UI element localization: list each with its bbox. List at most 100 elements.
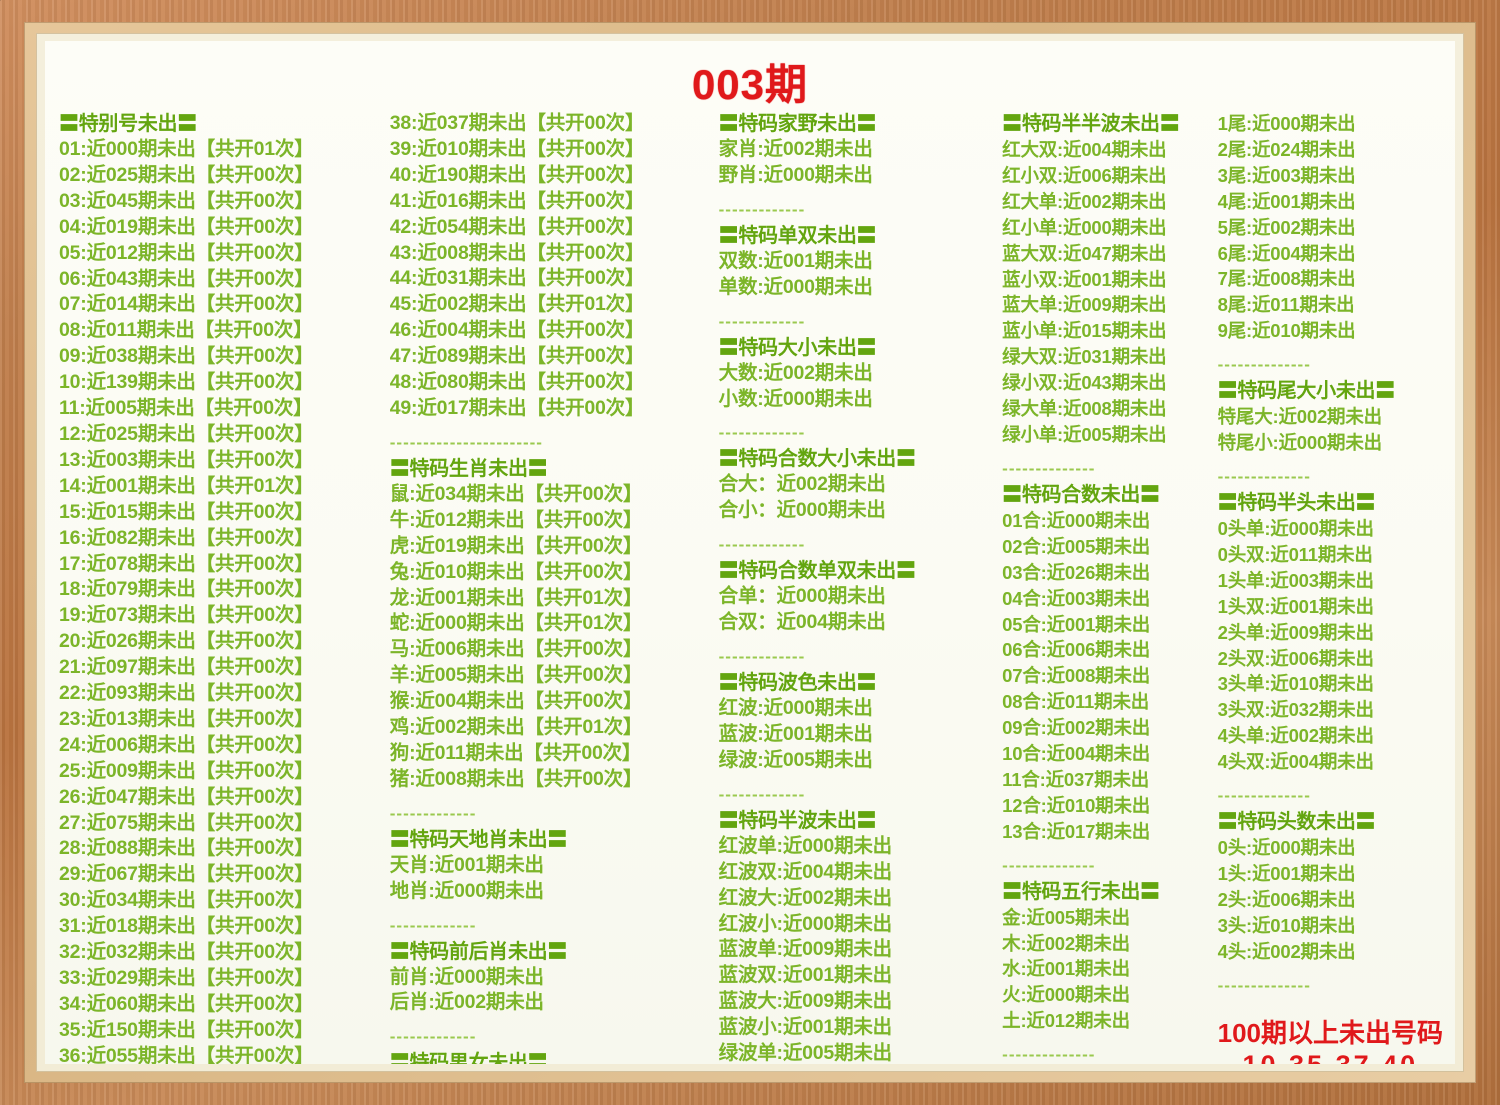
list-item: 10合:近004期未出 <box>1002 743 1151 765</box>
list-item: 01合:近000期未出 <box>1002 509 1151 531</box>
spacer <box>390 1016 719 1024</box>
spacer <box>719 636 1003 644</box>
list-item: 09:近038期未出【共开00次】 <box>59 345 314 368</box>
list-item: 3尾:近003期未出 <box>1217 164 1356 186</box>
list-item: 后肖:近002期未出 <box>389 991 544 1014</box>
list-item: 12:近025期未出【共开00次】 <box>59 422 314 445</box>
spacer <box>1002 448 1217 456</box>
divider: -------------- <box>1217 355 1311 375</box>
list-item: 蓝大双:近047期未出 <box>1002 242 1167 264</box>
list-item: 13:近003期未出【共开00次】 <box>59 448 314 471</box>
list-item: 红波单:近000期未出 <box>718 834 893 857</box>
list-item: 07合:近008期未出 <box>1002 665 1151 687</box>
list-item: 0头单:近000期未出 <box>1217 517 1374 539</box>
list-item: 07:近014期未出【共开00次】 <box>59 293 314 316</box>
missing-numbers-values: 10 35 37 40 <box>1218 1049 1443 1064</box>
list-item: 3头:近010期未出 <box>1217 914 1356 936</box>
list-item: 猪:近008期未出【共开00次】 <box>389 767 643 790</box>
list-item: 10:近139期未出【共开00次】 <box>59 371 314 394</box>
list-item: 41:近016期未出【共开00次】 <box>389 189 645 212</box>
spacer <box>390 422 719 430</box>
section-header-banbanbo: 〓特码半半波未出〓 <box>1002 113 1180 135</box>
divider: -------------- <box>1002 855 1096 875</box>
list-item: 2尾:近024期未出 <box>1217 138 1356 160</box>
column-tails-heads: 1尾:近000期未出 2尾:近024期未出 3尾:近003期未出 4尾:近001… <box>1218 111 1447 1064</box>
list-item: 24:近006期未出【共开00次】 <box>59 733 314 756</box>
list-item: 06:近043期未出【共开00次】 <box>59 267 314 290</box>
divider: ------------- <box>718 311 806 331</box>
section-header-qianhou: 〓特码前后肖未出〓 <box>389 940 568 963</box>
list-item: 34:近060期未出【共开00次】 <box>59 992 314 1015</box>
divider: ------------- <box>718 784 806 804</box>
list-item: 39:近010期未出【共开00次】 <box>389 137 645 160</box>
list-item: 27:近075期未出【共开00次】 <box>59 811 314 834</box>
divider: -------------- <box>1217 466 1311 486</box>
list-item: 蓝小单:近015期未出 <box>1002 320 1167 342</box>
list-item: 小数:近000期未出 <box>718 387 873 410</box>
list-item: 1头双:近001期未出 <box>1217 595 1374 617</box>
list-item: 11:近005期未出【共开00次】 <box>59 397 313 420</box>
divider: ----------------------- <box>389 432 543 452</box>
list-item: 红小单:近000期未出 <box>1002 216 1167 238</box>
divider: ------------- <box>718 423 806 443</box>
list-item: 23:近013期未出【共开00次】 <box>59 707 314 730</box>
list-item: 22:近093期未出【共开00次】 <box>59 682 314 705</box>
list-item: 15:近015期未出【共开00次】 <box>59 500 314 523</box>
list-item: 9尾:近010期未出 <box>1217 320 1356 342</box>
list-item: 18:近079期未出【共开00次】 <box>59 578 314 601</box>
list-item: 19:近073期未出【共开00次】 <box>59 604 314 627</box>
list-item: 蓝波大:近009期未出 <box>718 990 893 1013</box>
divider: ------------- <box>389 915 477 935</box>
list-item: 30:近034期未出【共开00次】 <box>59 889 314 912</box>
list-item: 35:近150期未出【共开00次】 <box>59 1018 314 1041</box>
list-item: 木:近002期未出 <box>1002 932 1130 954</box>
section-header-toushu: 〓特码头数未出〓 <box>1217 811 1376 834</box>
spacer <box>1218 965 1447 973</box>
column-halfwave-sum: 〓特码半半波未出〓 红大双:近004期未出 红小双:近006期未出 红大单:近0… <box>1002 111 1217 1064</box>
list-item: 红波大:近002期未出 <box>718 886 893 909</box>
list-item: 绿小单:近005期未出 <box>1002 423 1167 445</box>
list-item: 03合:近026期未出 <box>1002 561 1151 583</box>
list-item: 02:近025期未出【共开00次】 <box>59 163 314 186</box>
list-item: 2头:近006期未出 <box>1217 888 1356 910</box>
list-item: 25:近009期未出【共开00次】 <box>59 759 314 782</box>
list-item: 绿波:近005期未出 <box>718 748 873 771</box>
column-special-numbers: 〓特别号未出〓 01:近000期未出【共开01次】 02:近025期未出【共开0… <box>59 111 390 1064</box>
list-item: 5尾:近002期未出 <box>1217 216 1356 238</box>
list-item: 红小双:近006期未出 <box>1002 164 1167 186</box>
section-header-zodiac: 〓特码生肖未出〓 <box>389 457 548 480</box>
section-header-daxiao: 〓特码大小未出〓 <box>718 336 877 359</box>
list-item: 32:近032期未出【共开00次】 <box>59 941 314 964</box>
list-item: 蛇:近000期未出【共开01次】 <box>389 612 643 635</box>
list-item: 29:近067期未出【共开00次】 <box>59 863 314 886</box>
divider: ------------- <box>389 1027 477 1047</box>
list-item: 虎:近019期未出【共开00次】 <box>389 534 643 557</box>
list-item: 合双：近004期未出 <box>718 611 886 634</box>
list-item: 02合:近005期未出 <box>1002 535 1151 557</box>
section-header-heshu: 〓特码合数未出〓 <box>1002 483 1160 506</box>
spacer <box>719 524 1003 532</box>
spacer <box>719 774 1003 782</box>
list-item: 28:近088期未出【共开00次】 <box>59 837 314 860</box>
list-item: 7尾:近008期未出 <box>1217 268 1356 290</box>
list-item: 蓝波:近001期未出 <box>718 722 873 745</box>
spacer <box>390 905 719 913</box>
list-item: 17:近078期未出【共开00次】 <box>59 552 314 575</box>
page-title: 003期 <box>691 61 809 108</box>
list-item: 05:近012期未出【共开00次】 <box>59 241 314 264</box>
list-item: 4尾:近001期未出 <box>1217 190 1356 212</box>
list-item: 马:近006期未出【共开00次】 <box>389 638 643 661</box>
list-item: 14:近001期未出【共开01次】 <box>59 474 314 497</box>
list-item: 08合:近011期未出 <box>1002 691 1150 713</box>
divider: -------------- <box>1002 1045 1096 1064</box>
spacer <box>1002 845 1217 853</box>
spacer <box>719 301 1003 309</box>
list-item: 羊:近005期未出【共开00次】 <box>389 664 643 687</box>
divider: ------------- <box>718 647 806 667</box>
list-item: 1头单:近003期未出 <box>1217 569 1374 591</box>
column-special-numbers-cont: 38:近037期未出【共开00次】 39:近010期未出【共开00次】 40:近… <box>390 111 719 1064</box>
list-item: 1尾:近000期未出 <box>1217 113 1356 134</box>
list-item: 6尾:近004期未出 <box>1217 242 1356 264</box>
divider: ------------- <box>389 803 477 823</box>
